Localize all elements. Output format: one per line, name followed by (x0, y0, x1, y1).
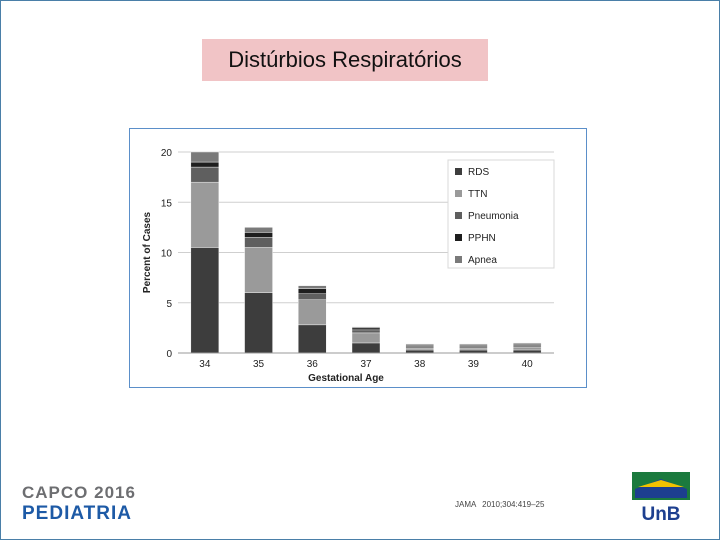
legend-swatch (455, 168, 462, 175)
legend-swatch (455, 256, 462, 263)
bar-segment (405, 343, 434, 346)
citation: JAMA 2010;304:419–25 (455, 500, 544, 509)
unb-text: UnB (641, 504, 680, 523)
y-tick-label: 10 (161, 249, 173, 260)
logo-line2: PEDIATRIA (22, 503, 132, 522)
x-tick-label: 40 (522, 359, 534, 370)
x-tick-label: 37 (360, 359, 372, 370)
citation-journal: JAMA (455, 500, 476, 509)
bar-segment (351, 326, 381, 329)
bar-segment (351, 342, 381, 354)
legend-label: RDS (468, 167, 489, 178)
bar-segment (298, 293, 327, 300)
legend-label: Apnea (468, 255, 497, 266)
x-axis-label: Gestational Age (308, 373, 384, 384)
bar-segment (405, 347, 434, 351)
bar-segment (459, 343, 488, 346)
bar-segment (244, 247, 273, 293)
y-tick-label: 5 (166, 299, 172, 310)
capco-pediatria-logo: CAPCO 2016 PEDIATRIA (22, 483, 136, 522)
bar-segment (298, 299, 327, 326)
stacked-bar-chart: 0 5 10 15 20 34 35 36 37 38 39 40 Gestational Age Per… (142, 148, 555, 384)
bar-segment (351, 332, 381, 344)
slide-title: Distúrbios Respiratórios (202, 39, 488, 81)
legend-label: Pneumonia (468, 211, 519, 222)
y-tick-label: 20 (161, 148, 173, 159)
x-tick-label: 35 (253, 359, 265, 370)
x-tick-label: 34 (199, 359, 211, 370)
bar-segment (190, 151, 220, 163)
bar-segment (512, 346, 542, 351)
y-tick-label: 0 (166, 349, 172, 360)
bar-segment (512, 344, 542, 348)
bar-segment (459, 347, 488, 351)
bar-segment (244, 227, 273, 233)
bar-segment (190, 166, 220, 183)
legend-swatch (455, 212, 462, 219)
legend-label: PPHN (468, 233, 496, 244)
bar-segment (190, 161, 220, 168)
legend-label: TTN (468, 189, 487, 200)
x-tick-label: 38 (414, 359, 426, 370)
citation-volume: 2010;304:419–25 (482, 500, 545, 509)
bars (190, 151, 542, 354)
bar-segment (244, 232, 273, 238)
bar-segment (351, 327, 381, 331)
bar-segment (351, 329, 381, 334)
chart-container: 0 5 10 15 20 34 35 36 37 38 39 40 Gestational Age Per… (129, 128, 587, 388)
bar-segment (459, 345, 488, 349)
bar-segment (298, 288, 327, 294)
bar-segment (244, 237, 273, 248)
bar-segment (190, 247, 220, 354)
x-tick-label: 36 (307, 359, 319, 370)
logo-line1: CAPCO 2016 (22, 483, 136, 502)
legend-swatch (455, 234, 462, 241)
legend: RDS TTN Pneumonia PPHN Apnea (447, 159, 555, 269)
bar-segment (298, 285, 327, 289)
axes: 0 5 10 15 20 34 35 36 37 38 39 40 Gestational Age Per… (142, 148, 554, 384)
bar-segment (244, 292, 273, 354)
bar-segment (405, 345, 434, 349)
unb-logo: UnB (632, 472, 690, 523)
bar-segment (512, 342, 542, 345)
legend-swatch (455, 190, 462, 197)
legend-box (447, 159, 555, 269)
y-axis-label: Percent of Cases (142, 211, 153, 293)
x-tick-label: 39 (468, 359, 480, 370)
y-tick-label: 15 (161, 198, 173, 209)
bar-segment (190, 181, 220, 248)
bar-segment (298, 324, 327, 354)
